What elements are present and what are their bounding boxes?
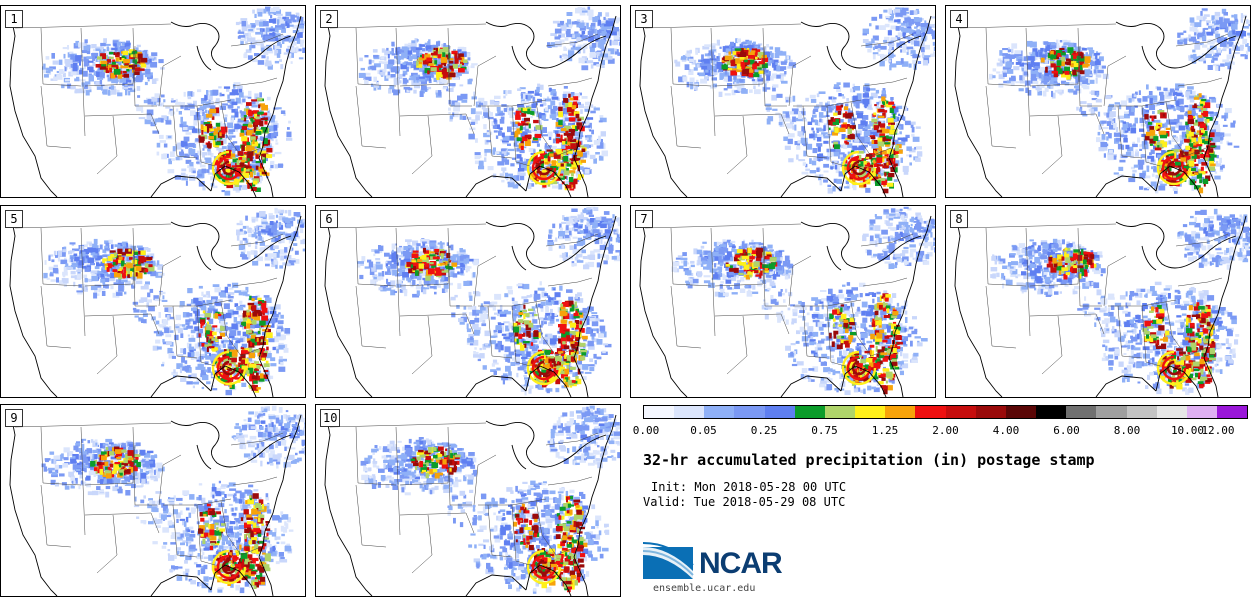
colorbar-cell: [824, 406, 856, 418]
colorbar-cell: [1216, 406, 1248, 418]
ensemble-member-number: 1: [5, 10, 23, 28]
colorbar-tick-label: 2.00: [932, 424, 959, 437]
plot-title: 32-hr accumulated precipitation (in) pos…: [643, 451, 1095, 469]
colorbar-tick-label: 0.25: [750, 424, 778, 437]
colorbar-cell: [915, 406, 946, 418]
us-precip-map: [324, 206, 620, 397]
colorbar-cell: [1096, 406, 1127, 418]
colorbar-cell: [1156, 406, 1187, 418]
ncar-logo-icon: [643, 542, 694, 579]
precip-field: [358, 6, 620, 191]
us-precip-map: [639, 206, 935, 397]
map-panel: 2: [315, 5, 621, 198]
precip-colorbar: [643, 405, 1248, 419]
valid-time: Valid: Tue 2018-05-29 08 UTC: [643, 495, 846, 509]
colorbar-cell: [855, 406, 886, 418]
map-panel: 8: [945, 205, 1251, 398]
us-precip-map: [9, 6, 305, 197]
map-panel: 10: [315, 404, 621, 597]
ensemble-member-number: 4: [950, 10, 968, 28]
ensemble-member-number: 5: [5, 210, 23, 228]
map-panel: 3: [630, 5, 936, 198]
colorbar-cell: [1126, 406, 1157, 418]
map-panel: 7: [630, 205, 936, 398]
colorbar-cell: [945, 406, 976, 418]
precip-field: [43, 207, 305, 396]
ensemble-member-number: 8: [950, 210, 968, 228]
precip-field: [990, 208, 1250, 395]
colorbar-tick-label: 1.25: [871, 424, 899, 437]
map-panel: 6: [315, 205, 621, 398]
colorbar-cell: [1005, 406, 1037, 418]
ensemble-member-number: 2: [320, 10, 338, 28]
colorbar-cell: [794, 406, 825, 418]
colorbar-cell: [764, 406, 795, 418]
colorbar-cell: [1186, 406, 1217, 418]
ensemble-member-number: 6: [320, 210, 338, 228]
colorbar-cell: [975, 406, 1006, 418]
colorbar-cell: [674, 406, 705, 418]
us-precip-map: [9, 207, 305, 397]
ncar-wordmark: NCAR: [699, 547, 783, 580]
colorbar-tick-label: 0.75: [811, 424, 838, 437]
ensemble-member-number: 10: [320, 409, 341, 427]
colorbar-tick-label: 0.05: [690, 424, 717, 437]
colorbar-cell: [1066, 406, 1097, 418]
precip-field: [42, 6, 305, 196]
precip-field: [357, 206, 620, 396]
colorbar-tick-label: 0.00: [632, 424, 660, 437]
colorbar-cell: [1036, 406, 1067, 418]
colorbar-tick-label: 4.00: [992, 424, 1020, 437]
colorbar-cell: [644, 406, 675, 418]
colorbar-tick-label: 6.00: [1053, 424, 1080, 437]
colorbar-cell: [704, 406, 735, 418]
colorbar-cell: [885, 406, 916, 418]
ensemble-member-number: 7: [635, 210, 653, 228]
map-panel: 5: [0, 205, 306, 398]
map-panel: 9: [0, 404, 306, 597]
map-panel: 1: [0, 5, 306, 198]
us-precip-map: [9, 405, 305, 596]
colorbar-tick-label: 10.00: [1170, 424, 1205, 437]
init-time: Init: Mon 2018-05-28 00 UTC: [651, 480, 847, 494]
us-precip-map: [324, 6, 620, 197]
ensemble-member-number: 9: [5, 409, 23, 427]
colorbar-tick-label: 8.00: [1113, 424, 1141, 437]
us-precip-map: [324, 405, 620, 596]
us-precip-map: [954, 208, 1250, 397]
colorbar-cell: [734, 406, 765, 418]
us-precip-map: [639, 7, 935, 197]
map-panel: 4: [945, 5, 1251, 198]
precip-field: [988, 8, 1250, 194]
ensemble-member-number: 3: [635, 10, 653, 28]
precip-field: [41, 405, 305, 594]
ncar-url: ensemble.ucar.edu: [653, 583, 756, 594]
precip-field: [360, 405, 620, 594]
us-precip-map: [954, 8, 1250, 197]
colorbar-tick-label: 12.00: [1201, 424, 1235, 437]
